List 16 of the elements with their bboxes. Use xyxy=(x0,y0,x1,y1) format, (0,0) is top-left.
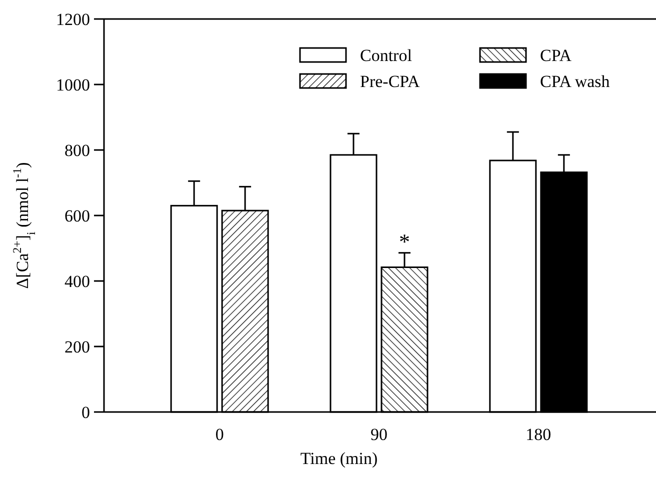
annotation: * xyxy=(399,228,410,254)
legend-label: CPA wash xyxy=(540,72,610,91)
x-axis-title: Time (min) xyxy=(300,449,378,468)
y-tick-label: 400 xyxy=(64,272,90,291)
x-tick-label: 90 xyxy=(370,425,388,444)
y-tick-label: 0 xyxy=(82,402,90,422)
y-tick-label: 200 xyxy=(64,337,90,356)
legend-label: Pre-CPA xyxy=(360,72,421,91)
y-tick-label: 800 xyxy=(64,140,90,160)
legend-label: Control xyxy=(360,46,412,65)
y-tick-label: 600 xyxy=(64,206,90,226)
x-tick-label: 180 xyxy=(526,425,552,444)
y-tick-label: 1200 xyxy=(56,10,90,29)
legend-label: CPA xyxy=(540,46,572,65)
x-tick-label: 0 xyxy=(215,425,224,444)
y-tick-label: 1000 xyxy=(56,75,90,94)
